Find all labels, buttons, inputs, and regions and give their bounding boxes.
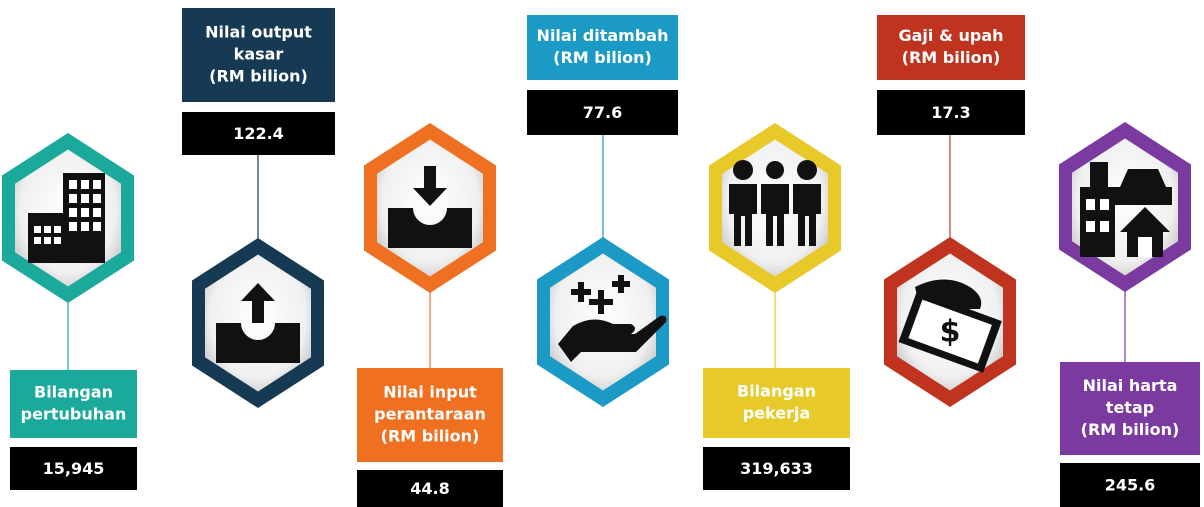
label-text: (RM bilion) bbox=[553, 48, 652, 67]
label-box bbox=[182, 8, 335, 102]
icon-part bbox=[908, 299, 992, 364]
label-text: pertubuhan bbox=[21, 405, 127, 424]
icon-part bbox=[54, 237, 61, 244]
icon-part bbox=[388, 208, 472, 248]
icon-part bbox=[81, 194, 89, 203]
icon-part bbox=[69, 208, 77, 217]
icon-part bbox=[1138, 237, 1152, 257]
stat-item: Nilai ditambah (RM bilion) 77.6 bbox=[527, 15, 678, 407]
value-box bbox=[703, 447, 850, 490]
icon-part bbox=[1080, 187, 1115, 257]
stat-item: Bilangan pertubuhan 15,945 bbox=[2, 133, 137, 490]
icon-part bbox=[81, 208, 89, 217]
icon-part bbox=[93, 222, 101, 231]
label-text: perantaraan bbox=[374, 405, 486, 424]
value-box bbox=[182, 112, 335, 155]
stat-item: Nilai output kasar (RM bilion) 122.4 bbox=[182, 8, 335, 408]
value-box bbox=[527, 90, 678, 135]
icon-part: $ bbox=[940, 315, 961, 350]
icon-part bbox=[729, 184, 757, 246]
icon-part bbox=[766, 161, 784, 179]
label-text: Bilangan bbox=[737, 382, 816, 401]
label-text: Nilai output bbox=[205, 23, 312, 42]
icon-part bbox=[69, 222, 77, 231]
icon-part bbox=[571, 282, 591, 302]
label-text: (RM bilion) bbox=[1081, 420, 1180, 439]
icon-part bbox=[93, 180, 101, 189]
icon-part bbox=[558, 315, 667, 362]
icon-part bbox=[1114, 169, 1172, 205]
value-text: 15,945 bbox=[43, 459, 105, 478]
icon-part bbox=[241, 283, 275, 323]
icon-part bbox=[797, 160, 817, 180]
label-text: (RM bilion) bbox=[902, 48, 1001, 67]
label-box bbox=[357, 368, 503, 462]
label-text: Nilai harta bbox=[1083, 376, 1178, 395]
icon-part bbox=[34, 226, 41, 233]
icon-part bbox=[612, 275, 630, 293]
label-text: (RM bilion) bbox=[209, 67, 308, 86]
value-text: 17.3 bbox=[931, 103, 970, 122]
label-box bbox=[703, 368, 850, 438]
icon-part bbox=[1090, 162, 1108, 187]
value-box bbox=[10, 447, 137, 490]
icon-part bbox=[216, 323, 300, 363]
icon-part bbox=[733, 160, 753, 180]
icon-part bbox=[69, 194, 77, 203]
value-text: 77.6 bbox=[583, 103, 622, 122]
stat-item: Nilai harta tetap (RM bilion) 245.6 bbox=[1059, 122, 1200, 507]
icon-part bbox=[44, 237, 51, 244]
label-text: Nilai input bbox=[383, 383, 477, 402]
icon-part bbox=[413, 166, 447, 206]
icon-part bbox=[793, 184, 821, 246]
icon-part bbox=[44, 226, 51, 233]
value-box bbox=[877, 90, 1025, 135]
label-text: (RM bilion) bbox=[381, 427, 480, 446]
value-box bbox=[357, 470, 503, 507]
icon-part bbox=[1100, 221, 1109, 232]
label-text: tetap bbox=[1106, 398, 1154, 417]
icon-part bbox=[1086, 221, 1095, 232]
label-text: pekerja bbox=[743, 404, 811, 423]
icon-part bbox=[69, 180, 77, 189]
icon-part bbox=[1086, 199, 1095, 210]
icon-part bbox=[54, 226, 61, 233]
icon-part bbox=[589, 290, 613, 314]
icon-part bbox=[761, 184, 789, 246]
label-text: Bilangan bbox=[34, 383, 113, 402]
label-text: Nilai ditambah bbox=[537, 26, 669, 45]
value-box bbox=[1060, 463, 1200, 507]
icon-part bbox=[93, 208, 101, 217]
value-text: 319,633 bbox=[740, 459, 813, 478]
value-text: 245.6 bbox=[1105, 476, 1156, 495]
icon-part bbox=[81, 222, 89, 231]
icon-part bbox=[34, 237, 41, 244]
icon-part bbox=[81, 180, 89, 189]
icon-part bbox=[1120, 207, 1170, 257]
label-text: kasar bbox=[234, 45, 284, 64]
stat-item: Nilai input perantaraan (RM bilion) 44.8 bbox=[357, 123, 503, 507]
icon-part bbox=[1100, 199, 1109, 210]
stat-item: $ Gaji & upah (RM bilion) 17.3 bbox=[877, 15, 1025, 407]
stat-item: Bilangan pekerja 319,633 bbox=[703, 123, 850, 490]
label-text: Gaji & upah bbox=[898, 26, 1003, 45]
label-box bbox=[877, 15, 1025, 80]
label-box bbox=[527, 15, 678, 80]
icon-part bbox=[93, 194, 101, 203]
label-box bbox=[1060, 362, 1200, 455]
label-box bbox=[10, 370, 137, 438]
value-text: 44.8 bbox=[410, 479, 449, 498]
value-text: 122.4 bbox=[233, 124, 284, 143]
